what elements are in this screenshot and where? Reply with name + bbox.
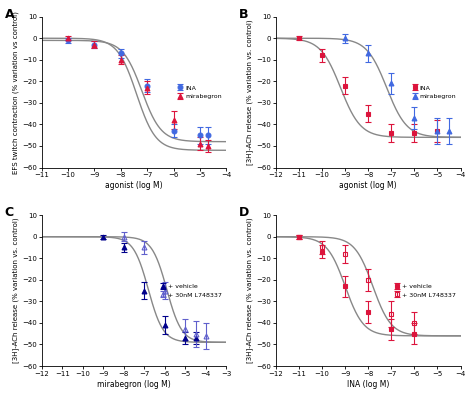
Legend: INA, mirabegron: INA, mirabegron [410, 84, 457, 100]
Text: A: A [5, 8, 14, 21]
Y-axis label: [3H]-ACh release (% variation vs. control): [3H]-ACh release (% variation vs. contro… [12, 218, 19, 363]
Y-axis label: EFS twitch contraction (% variation vs control): EFS twitch contraction (% variation vs c… [13, 11, 19, 173]
Legend: INA, mirabegron: INA, mirabegron [176, 84, 223, 100]
Text: C: C [5, 206, 14, 219]
Legend: + vehicle, + 30nM L748337: + vehicle, + 30nM L748337 [159, 282, 223, 299]
Legend: + vehicle, + 30nM L748337: + vehicle, + 30nM L748337 [393, 282, 457, 299]
X-axis label: INA (log M): INA (log M) [347, 380, 390, 389]
X-axis label: mirabegron (log M): mirabegron (log M) [97, 380, 171, 389]
X-axis label: agonist (log M): agonist (log M) [105, 181, 163, 190]
X-axis label: agonist (log M): agonist (log M) [339, 181, 397, 190]
Y-axis label: [3H]-ACh release (% variation vs. control): [3H]-ACh release (% variation vs. contro… [247, 218, 254, 363]
Text: D: D [239, 206, 249, 219]
Text: B: B [239, 8, 248, 21]
Y-axis label: [3H]-ACh release (% variation vs. control): [3H]-ACh release (% variation vs. contro… [247, 19, 254, 165]
